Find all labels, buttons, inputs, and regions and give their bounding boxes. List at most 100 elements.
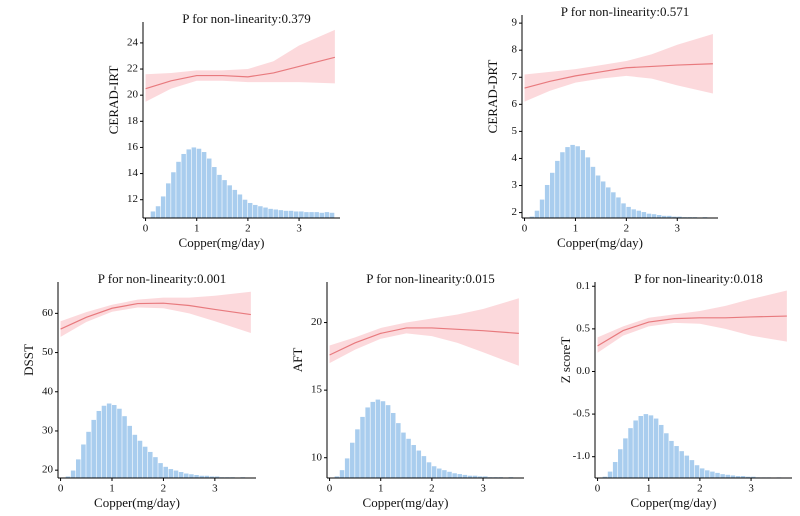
histogram-bar xyxy=(595,175,601,218)
histogram-bar xyxy=(550,172,555,218)
y-tick-label: 18 xyxy=(127,115,139,127)
histogram-bar xyxy=(86,431,91,478)
histogram-bar xyxy=(163,466,168,478)
histogram-bar xyxy=(431,466,437,478)
x-tick-label: 2 xyxy=(161,483,167,495)
histogram-bar xyxy=(370,401,376,478)
y-tick-label: 7 xyxy=(512,71,518,83)
histogram-bar xyxy=(406,438,411,478)
histogram-bar xyxy=(122,416,127,478)
histogram-bar xyxy=(117,408,122,478)
histogram-bar xyxy=(212,167,217,218)
x-tick-label: 1 xyxy=(109,483,115,495)
x-tick-label: 1 xyxy=(646,483,652,495)
histogram-bar xyxy=(631,209,636,218)
y-tick-label: 3 xyxy=(512,179,518,191)
y-tick-label: 4 xyxy=(512,152,518,164)
histogram-bar xyxy=(247,202,253,218)
chart-title: P for non-linearity:0.571 xyxy=(561,4,689,19)
histogram-bar xyxy=(636,210,642,218)
confidence-band xyxy=(60,291,251,337)
histogram-bar xyxy=(730,475,736,478)
histogram-bar xyxy=(623,438,628,478)
histogram-bar xyxy=(421,456,427,478)
histogram-bar xyxy=(725,474,730,478)
histogram-bar xyxy=(150,211,156,218)
histogram-bar xyxy=(168,469,174,478)
histogram-bar xyxy=(173,470,179,478)
spline-line xyxy=(329,327,519,356)
histogram-bar xyxy=(76,459,81,478)
histogram-bar xyxy=(447,471,452,478)
spline-line xyxy=(60,302,251,330)
histogram-bar xyxy=(181,153,186,218)
x-tick-label: 1 xyxy=(573,223,579,235)
histogram-bar xyxy=(694,465,700,478)
histogram-bar xyxy=(196,148,202,218)
x-tick-label: 0 xyxy=(595,483,601,495)
y-tick-label: 24 xyxy=(127,36,139,48)
x-axis-label: Copper(mg/day) xyxy=(631,495,717,510)
histogram-bar xyxy=(319,212,325,218)
histogram-bar xyxy=(96,410,102,478)
histogram-bar xyxy=(176,161,181,218)
histogram-bar xyxy=(258,206,263,218)
panel: -1.0 -0.5 0.0 0.5 0.1 0 1 2 3 P for non-linearity… xyxy=(558,271,792,510)
histogram-bar xyxy=(237,194,243,218)
x-tick-label: 3 xyxy=(748,483,754,495)
y-tick-label: 8 xyxy=(512,44,518,56)
histogram-bar xyxy=(656,215,662,218)
y-tick-label: 9 xyxy=(512,17,518,29)
histogram-bar xyxy=(643,414,649,478)
histogram-bar xyxy=(641,212,647,218)
histogram-bar xyxy=(81,444,86,478)
y-tick-label: -0.5 xyxy=(573,408,591,420)
histogram-bar xyxy=(160,196,166,218)
histogram-bar xyxy=(416,450,422,478)
histogram-bar xyxy=(293,211,299,218)
histogram-bar xyxy=(204,475,210,478)
histogram-bar xyxy=(186,149,192,218)
histogram-bar xyxy=(621,203,626,218)
histogram-bar xyxy=(607,471,613,478)
histogram-bar xyxy=(618,449,623,478)
histogram-bar xyxy=(191,147,197,218)
histogram-bar xyxy=(155,206,161,218)
histogram-bar xyxy=(106,403,112,478)
histogram-bar xyxy=(679,451,684,478)
histogram-bar xyxy=(699,468,705,478)
confidence-band xyxy=(597,290,787,353)
histogram-bar xyxy=(214,476,220,478)
x-tick-label: 1 xyxy=(194,223,200,235)
confidence-band xyxy=(524,33,713,102)
histogram-bar xyxy=(385,405,391,478)
x-tick-label: 1 xyxy=(378,483,384,495)
y-tick-label: 10 xyxy=(311,451,323,463)
histogram-bar xyxy=(669,440,674,478)
histogram-bar xyxy=(580,150,586,218)
histogram-bar xyxy=(314,212,319,218)
histogram-bar xyxy=(745,476,751,478)
x-tick-label: 3 xyxy=(296,223,302,235)
x-tick-label: 2 xyxy=(245,223,251,235)
histogram-bar xyxy=(184,473,189,478)
histogram-bar xyxy=(278,210,284,218)
histogram-bar xyxy=(166,183,171,218)
y-tick-label: 0.0 xyxy=(576,365,590,377)
histogram-bar xyxy=(560,152,565,218)
histogram-bar xyxy=(401,432,406,478)
chart-title: P for non-linearity:0.015 xyxy=(366,271,494,286)
panel: 10 15 20 0 1 2 3 P for non-linearity:0.015 Coppe… xyxy=(290,271,524,510)
confidence-band xyxy=(145,29,335,102)
histogram-bar xyxy=(127,425,132,478)
histogram-bar xyxy=(178,472,184,478)
y-tick-label: 60 xyxy=(42,307,54,319)
histogram-bar xyxy=(677,216,682,218)
histogram-bar xyxy=(242,199,248,218)
histogram-bar xyxy=(658,424,664,478)
y-tick-label: 2 xyxy=(512,206,518,218)
histogram-bar xyxy=(544,184,550,218)
histogram-bar xyxy=(360,416,365,478)
